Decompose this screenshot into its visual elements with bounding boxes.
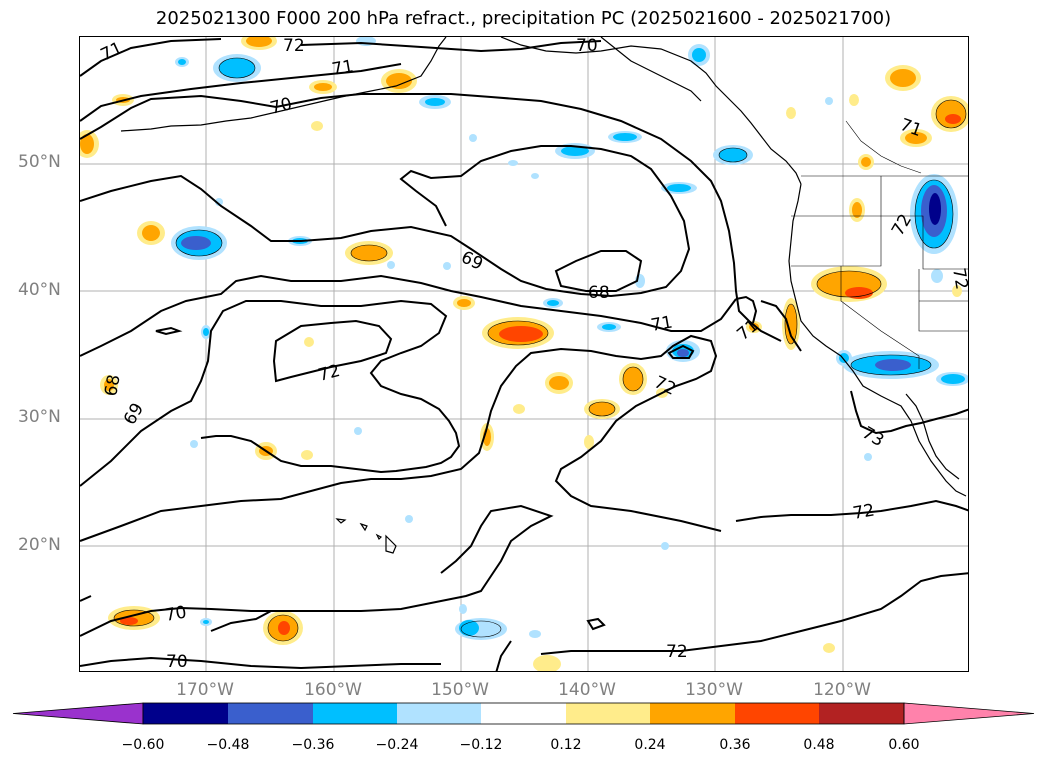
lon-label-140w: 140°W bbox=[558, 680, 616, 700]
colorbar-tick: 0.24 bbox=[634, 737, 666, 753]
colorbar-tick: −0.12 bbox=[459, 737, 503, 753]
colorbar-segment bbox=[143, 703, 228, 724]
contour-label: 72 bbox=[948, 266, 969, 291]
colorbar-tick: −0.36 bbox=[291, 737, 335, 753]
contour-label: 68 bbox=[101, 373, 124, 398]
colorbar-segment bbox=[228, 703, 313, 724]
contour-label: 71 bbox=[733, 316, 762, 345]
lon-label-120w: 120°W bbox=[813, 680, 871, 700]
colorbar-segment bbox=[735, 703, 819, 724]
lon-label-130w: 130°W bbox=[685, 680, 743, 700]
colorbar-tick: −0.48 bbox=[206, 737, 250, 753]
colorbar-tick: 0.12 bbox=[550, 737, 582, 753]
colorbar-segment bbox=[397, 703, 481, 724]
colorbar-svg bbox=[12, 702, 1035, 725]
contour-label: 72 bbox=[851, 500, 876, 523]
colorbar-tick: 0.60 bbox=[888, 737, 920, 753]
contour-label: 72 bbox=[283, 37, 305, 56]
contour-label: 69 bbox=[458, 247, 486, 274]
lat-label-20n: 20°N bbox=[18, 535, 61, 555]
contour-label: 72 bbox=[666, 642, 688, 662]
lon-label-170w: 170°W bbox=[176, 680, 234, 700]
colorbar-segment bbox=[566, 703, 650, 724]
contour-label: 70 bbox=[166, 652, 188, 672]
lon-label-160w: 160°W bbox=[304, 680, 362, 700]
lat-label-40n: 40°N bbox=[18, 280, 61, 300]
colorbar-segment bbox=[481, 703, 566, 724]
colorbar-tick: −0.60 bbox=[121, 737, 165, 753]
figure-title: 2025021300 F000 200 hPa refract., precip… bbox=[155, 8, 892, 29]
colorbar-border bbox=[142, 702, 905, 725]
precip-positive-shading bbox=[80, 37, 968, 671]
lat-label-50n: 50°N bbox=[18, 152, 61, 172]
colorbar bbox=[0, 700, 1047, 739]
colorbar-tick: −0.24 bbox=[375, 737, 419, 753]
lat-label-30n: 30°N bbox=[18, 407, 61, 427]
precip-outlines bbox=[113, 57, 967, 642]
precip-negative-shading bbox=[171, 37, 968, 640]
contour-label: 70 bbox=[163, 602, 188, 625]
refractivity-contours bbox=[80, 38, 968, 671]
coastlines bbox=[120, 37, 967, 554]
colorbar-segment bbox=[313, 703, 397, 724]
colorbar-segment bbox=[819, 703, 904, 724]
contour-label: 69 bbox=[120, 400, 148, 429]
colorbar-tick: 0.36 bbox=[719, 737, 751, 753]
contour-label: 68 bbox=[588, 283, 610, 303]
political-borders bbox=[791, 120, 968, 369]
contour-label: 70 bbox=[268, 94, 294, 119]
contour-label: 71 bbox=[330, 56, 355, 79]
colorbar-tick: 0.48 bbox=[803, 737, 835, 753]
contour-label: 70 bbox=[576, 37, 598, 56]
gridlines bbox=[80, 37, 968, 671]
lon-label-150w: 150°W bbox=[431, 680, 489, 700]
colorbar-segment bbox=[650, 703, 735, 724]
map-svg: 71 72 70 71 70 71 72 72 69 68 71 71 72 7… bbox=[80, 37, 969, 672]
contour-label: 71 bbox=[649, 312, 674, 335]
colorbar-extend-left bbox=[12, 702, 144, 725]
map-panel: 71 72 70 71 70 71 72 72 69 68 71 71 72 7… bbox=[79, 36, 969, 672]
colorbar-extend-right bbox=[903, 702, 1035, 725]
